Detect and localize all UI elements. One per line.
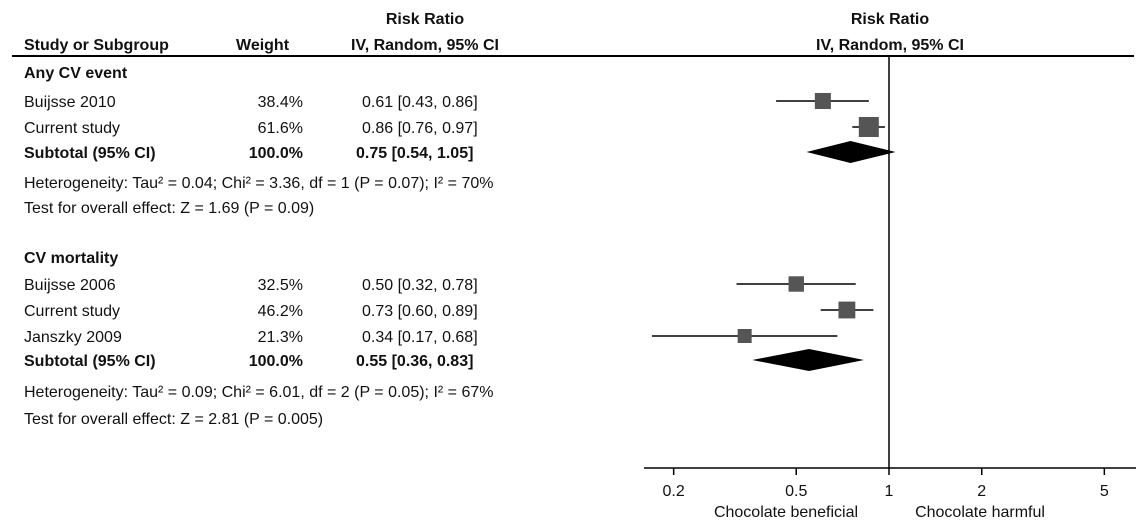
point-estimate-square (788, 276, 804, 292)
group-name-any-cv-event: Any CV event (24, 65, 128, 82)
subtotal-diamond (806, 141, 896, 163)
overall-effect-text: Test for overall effect: Z = 2.81 (P = 0… (24, 411, 324, 428)
study-weight: 32.5% (257, 277, 303, 294)
study-name: Buijsse 2006 (24, 277, 116, 294)
header-risk-ratio-1: Risk Ratio (385, 11, 465, 28)
point-estimate-square (814, 92, 831, 110)
study-weight: 46.2% (257, 303, 303, 320)
study-ci: 0.61 [0.43, 0.86] (362, 94, 478, 111)
header-risk-ratio-2: IV, Random, 95% CI (351, 37, 499, 54)
study-name: Current study (24, 303, 121, 320)
study-weight: 21.3% (257, 329, 303, 346)
group-name-cv-mortality: CV mortality (24, 250, 119, 267)
point-estimate-square (737, 329, 752, 343)
study-name: Current study (24, 120, 121, 137)
header-plot-risk-ratio-1: Risk Ratio (850, 11, 930, 28)
point-estimate-square (858, 117, 879, 137)
subtotal-ci: 0.75 [0.54, 1.05] (356, 145, 474, 162)
x-tick-label: 0.2 (663, 483, 685, 500)
overall-effect-text: Test for overall effect: Z = 1.69 (P = 0… (24, 200, 315, 217)
study-ci: 0.73 [0.60, 0.89] (362, 303, 478, 320)
subtotal-weight: 100.0% (248, 353, 303, 370)
x-tick-label: 0.5 (785, 483, 807, 500)
x-tick-label: 1 (885, 483, 894, 500)
header-weight: Weight (236, 37, 290, 54)
subtotal-label: Subtotal (95% CI) (24, 353, 156, 370)
axis-label-right: Chocolate harmful (915, 504, 1045, 521)
x-tick-label: 2 (977, 483, 986, 500)
x-tick-label: 5 (1100, 483, 1109, 500)
subtotal-weight: 100.0% (248, 145, 303, 162)
header-rule (12, 55, 1134, 57)
heterogeneity-text: Heterogeneity: Tau² = 0.09; Chi² = 6.01,… (24, 384, 494, 401)
subtotal-ci: 0.55 [0.36, 0.83] (356, 353, 474, 370)
axis-label-left: Chocolate beneficial (714, 504, 858, 521)
study-weight: 61.6% (257, 120, 303, 137)
study-ci: 0.50 [0.32, 0.78] (362, 277, 478, 294)
subtotal-diamond (752, 349, 865, 371)
study-ci: 0.86 [0.76, 0.97] (362, 120, 478, 137)
study-name: Buijsse 2010 (24, 94, 116, 111)
header-study: Study or Subgroup (24, 37, 169, 54)
subtotal-label: Subtotal (95% CI) (24, 145, 156, 162)
heterogeneity-text: Heterogeneity: Tau² = 0.04; Chi² = 3.36,… (24, 175, 494, 192)
study-ci: 0.34 [0.17, 0.68] (362, 329, 478, 346)
header-plot-risk-ratio-2: IV, Random, 95% CI (816, 37, 964, 54)
study-name: Janszky 2009 (24, 329, 122, 346)
study-weight: 38.4% (257, 94, 303, 111)
point-estimate-square (838, 301, 856, 319)
